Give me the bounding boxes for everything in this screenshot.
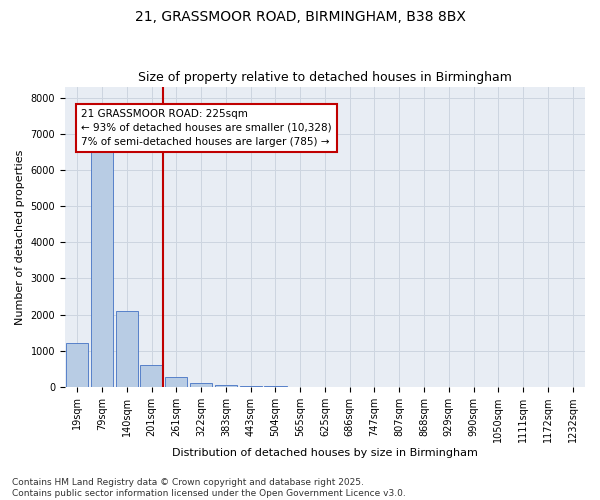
Y-axis label: Number of detached properties: Number of detached properties <box>15 149 25 324</box>
Bar <box>140 365 163 386</box>
Bar <box>215 385 237 386</box>
Text: 21, GRASSMOOR ROAD, BIRMINGHAM, B38 8BX: 21, GRASSMOOR ROAD, BIRMINGHAM, B38 8BX <box>134 10 466 24</box>
X-axis label: Distribution of detached houses by size in Birmingham: Distribution of detached houses by size … <box>172 448 478 458</box>
Title: Size of property relative to detached houses in Birmingham: Size of property relative to detached ho… <box>138 72 512 85</box>
Bar <box>66 344 88 386</box>
Bar <box>165 378 187 386</box>
Text: Contains HM Land Registry data © Crown copyright and database right 2025.
Contai: Contains HM Land Registry data © Crown c… <box>12 478 406 498</box>
Text: 21 GRASSMOOR ROAD: 225sqm
← 93% of detached houses are smaller (10,328)
7% of se: 21 GRASSMOOR ROAD: 225sqm ← 93% of detac… <box>81 108 332 146</box>
Bar <box>91 150 113 386</box>
Bar <box>190 383 212 386</box>
Bar <box>116 311 138 386</box>
